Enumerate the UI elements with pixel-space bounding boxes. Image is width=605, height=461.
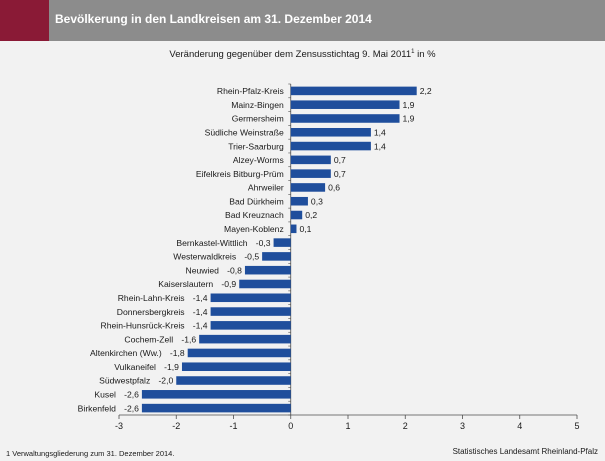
category-label: Mainz-Bingen xyxy=(231,100,284,110)
bar xyxy=(239,279,291,289)
bar xyxy=(244,265,291,275)
x-tick-label: -1 xyxy=(229,421,237,431)
data-label: 1,4 xyxy=(374,127,386,137)
bar xyxy=(290,155,331,165)
bar xyxy=(210,293,291,303)
data-label: -2,0 xyxy=(158,376,173,386)
category-label: Cochem-Zell xyxy=(124,334,173,344)
x-tick-label: 3 xyxy=(460,421,465,431)
data-label: -1,6 xyxy=(181,334,196,344)
data-label: -0,9 xyxy=(221,279,236,289)
data-label: 0,2 xyxy=(305,210,317,220)
category-label: Westerwaldkreis xyxy=(173,252,236,262)
bar xyxy=(187,348,291,358)
category-label: Eifelkreis Bitburg-Prüm xyxy=(196,169,284,179)
bar xyxy=(210,321,291,330)
data-label: 1,9 xyxy=(403,114,415,124)
category-label: Bernkastel-Wittlich xyxy=(176,238,247,248)
bar xyxy=(290,141,371,151)
data-label: -1,4 xyxy=(193,293,208,303)
page-title: Bevölkerung in den Landkreisen am 31. De… xyxy=(55,12,372,26)
data-label: -0,8 xyxy=(227,265,242,275)
category-label: Germersheim xyxy=(232,114,284,124)
x-tick-label: -3 xyxy=(115,421,123,431)
category-label: Bad Dürkheim xyxy=(229,196,283,206)
data-label: -2,6 xyxy=(124,390,139,400)
category-label: Rhein-Pfalz-Kreis xyxy=(217,86,284,96)
subtitle-unit: in % xyxy=(414,49,436,61)
category-label: Birkenfeld xyxy=(78,403,116,413)
x-tick-label: 4 xyxy=(517,421,522,431)
category-label: Kaiserslautern xyxy=(158,279,213,289)
bar xyxy=(290,224,297,234)
data-label: -1,4 xyxy=(193,307,208,317)
bar xyxy=(290,196,308,206)
footnote: 1 Verwaltungsgliederung zum 31. Dezember… xyxy=(6,449,175,458)
data-label: 0,7 xyxy=(334,169,346,179)
bar xyxy=(181,362,291,372)
bar xyxy=(262,252,291,261)
data-label: -1,8 xyxy=(170,348,185,358)
category-label: Bad Kreuznach xyxy=(225,210,284,220)
category-label: Mayen-Koblenz xyxy=(224,224,284,234)
category-label: Ahrweiler xyxy=(248,183,284,193)
x-tick-label: 2 xyxy=(403,421,408,431)
data-label: 0,6 xyxy=(328,183,340,193)
category-label: Rhein-Lahn-Kreis xyxy=(118,293,185,303)
bar xyxy=(290,169,331,178)
x-tick-label: 0 xyxy=(288,421,293,431)
bar xyxy=(290,86,417,96)
data-label: -0,3 xyxy=(256,238,271,248)
chart-subtitle: Veränderung gegenüber dem Zensusstichtag… xyxy=(0,49,605,60)
bar xyxy=(199,334,291,344)
bar xyxy=(141,390,291,399)
bar xyxy=(290,183,326,192)
category-label: Vulkaneifel xyxy=(114,362,156,372)
bar xyxy=(141,403,291,413)
bar xyxy=(176,376,291,385)
category-label: Südwestpfalz xyxy=(99,376,150,386)
subtitle-footnote-mark: 1 xyxy=(411,49,415,55)
bar xyxy=(273,238,291,247)
data-label: 2,2 xyxy=(420,86,432,96)
data-label: 1,9 xyxy=(403,100,415,110)
bar xyxy=(290,114,400,123)
bar xyxy=(290,127,371,137)
data-label: 0,1 xyxy=(299,224,311,234)
data-label: 0,7 xyxy=(334,155,346,165)
x-tick-label: 5 xyxy=(574,421,579,431)
header-accent xyxy=(0,0,49,41)
category-label: Donnersbergkreis xyxy=(117,307,185,317)
bar xyxy=(290,210,303,220)
category-label: Südliche Weinstraße xyxy=(205,127,284,137)
source-credit: Statistisches Landesamt Rheinland-Pfalz xyxy=(452,447,598,456)
data-label: 1,4 xyxy=(374,141,386,151)
header-bar xyxy=(0,0,605,41)
data-label: -1,9 xyxy=(164,362,179,372)
category-label: Kusel xyxy=(94,390,116,400)
data-label: -0,5 xyxy=(244,252,259,262)
category-label: Rhein-Hunsrück-Kreis xyxy=(101,321,185,331)
x-tick-label: -2 xyxy=(172,421,180,431)
x-tick-label: 1 xyxy=(345,421,350,431)
category-label: Alzey-Worms xyxy=(233,155,284,165)
bar xyxy=(290,100,400,109)
subtitle-text: Veränderung gegenüber dem Zensusstichtag… xyxy=(169,49,412,61)
bar xyxy=(210,307,291,316)
category-label: Altenkirchen (Ww.) xyxy=(90,348,162,358)
category-label: Neuwied xyxy=(185,265,219,275)
data-label: -1,4 xyxy=(193,321,208,331)
category-label: Trier-Saarburg xyxy=(228,141,284,151)
data-label: 0,3 xyxy=(311,196,323,206)
data-label: -2,6 xyxy=(124,403,139,413)
